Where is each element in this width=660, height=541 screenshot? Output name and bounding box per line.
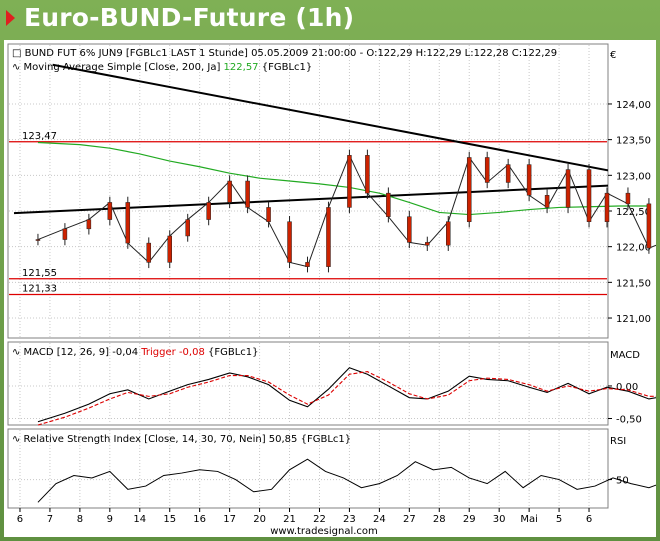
candle-body	[35, 239, 41, 241]
candle-body	[544, 195, 550, 208]
x-tick-label: 9	[107, 514, 113, 525]
x-tick-label: 14	[133, 514, 146, 525]
macd-axis-label: MACD	[610, 350, 640, 361]
currency-label: €	[610, 50, 616, 61]
x-tick-label: 30	[493, 514, 506, 525]
panel-frame-1	[7, 341, 609, 426]
candle-body	[62, 228, 68, 240]
candle-body	[347, 155, 352, 208]
trendline-descending	[52, 63, 608, 172]
ma-legend-value: 122,57	[224, 62, 259, 73]
macd-series-macd	[37, 367, 656, 423]
x-tick-label: 7	[47, 514, 53, 525]
x-tick-label: 28	[433, 514, 446, 525]
candle-body	[146, 242, 152, 263]
x-tick-label: 5	[556, 514, 562, 525]
macd-series-trigger	[37, 371, 656, 426]
y-tick-label: 124,00	[616, 100, 651, 111]
candle-body	[646, 203, 652, 249]
candle-body	[526, 164, 532, 196]
candle-body	[466, 157, 472, 222]
rsi-legend: ∿ Relative Strength Index [Close, 14, 30…	[12, 434, 351, 445]
candle-body	[287, 221, 292, 263]
candle-body	[125, 202, 131, 244]
chart-title: Euro-BUND-Future (1h)	[24, 3, 355, 32]
candle-body	[167, 235, 172, 263]
y-tick-label: -0,50	[616, 414, 642, 425]
ma-legend: ∿ Moving Average Simple [Close, 200, Ja]…	[12, 62, 312, 73]
y-tick-label: 0,00	[616, 382, 638, 393]
x-tick-label: 8	[77, 514, 83, 525]
y-tick-label: 123,00	[616, 171, 651, 182]
macd-legend: ∿ MACD [12, 26, 9] -0,04 Trigger -0,08 {…	[12, 347, 259, 358]
y-tick-label: 121,50	[616, 278, 651, 289]
level-line-label: 123,47	[22, 131, 57, 142]
candle-body	[227, 180, 232, 203]
price-legend: □ BUND FUT 6% JUN9 [FGBLc1 LAST 1 Stunde…	[12, 48, 557, 59]
x-tick-label: 21	[283, 514, 296, 525]
x-tick-label: 29	[463, 514, 476, 525]
candle-body	[245, 180, 250, 208]
x-tick-label: 6	[17, 514, 23, 525]
panel-frame-2	[7, 428, 609, 509]
candle-body	[484, 157, 490, 183]
candle-body	[446, 221, 451, 246]
x-tick-label: 22	[313, 514, 326, 525]
candle-body	[565, 169, 571, 208]
macd-trigger-label: Trigger -0,08	[140, 347, 205, 358]
chart-area: 124,00 123,50 123,00 122,50 122,00 121,50 121,…	[4, 40, 656, 537]
title-bar: Euro-BUND-Future (1h)	[0, 0, 660, 38]
watermark: www.tradesignal.com	[270, 526, 378, 537]
y-tick-label: 121,00	[616, 314, 651, 325]
candle-body	[505, 164, 511, 183]
level-line-label: 121,55	[22, 268, 57, 279]
level-line-label: 121,33	[22, 283, 57, 294]
x-tick-label: 6	[586, 514, 592, 525]
rsi-line	[37, 458, 656, 503]
candle-body	[586, 169, 592, 222]
macd-legend-suffix: {FGBLc1}	[205, 347, 259, 358]
rsi-axis-label: RSI	[610, 436, 626, 447]
x-tick-label: 17	[223, 514, 236, 525]
ma-legend-suffix: {FGBLc1}	[259, 62, 313, 73]
x-tick-label: 24	[373, 514, 386, 525]
candle-body	[206, 202, 211, 220]
candle-body	[326, 207, 331, 267]
x-tick-label: 16	[193, 514, 206, 525]
title-arrow-icon	[6, 10, 15, 26]
candle-body	[185, 219, 190, 237]
y-tick-label: 123,50	[616, 136, 651, 147]
ma-legend-prefix: ∿ Moving Average Simple [Close, 200, Ja]	[12, 62, 224, 73]
candle-body	[266, 207, 271, 222]
x-tick-label: 23	[343, 514, 356, 525]
x-tick-label: 15	[163, 514, 176, 525]
x-tick-label: Mai	[520, 514, 538, 525]
x-tick-label: 27	[403, 514, 416, 525]
candle-body	[425, 242, 430, 246]
candle-body	[604, 192, 610, 222]
candle-body	[305, 262, 310, 267]
y-tick-label: 122,50	[616, 207, 651, 218]
macd-legend-prefix: ∿ MACD [12, 26, 9] -0,04	[12, 347, 141, 358]
candle-body	[86, 219, 92, 230]
candle-body	[365, 155, 370, 194]
candle-body	[386, 192, 391, 217]
y-tick-label: 122,00	[616, 243, 651, 254]
candle-body	[107, 202, 113, 220]
candle-body	[625, 192, 631, 205]
x-tick-label: 20	[253, 514, 266, 525]
chart-svg: 124,00 123,50 123,00 122,50 122,00 121,50 121,…	[7, 43, 656, 537]
candle-body	[407, 216, 412, 243]
